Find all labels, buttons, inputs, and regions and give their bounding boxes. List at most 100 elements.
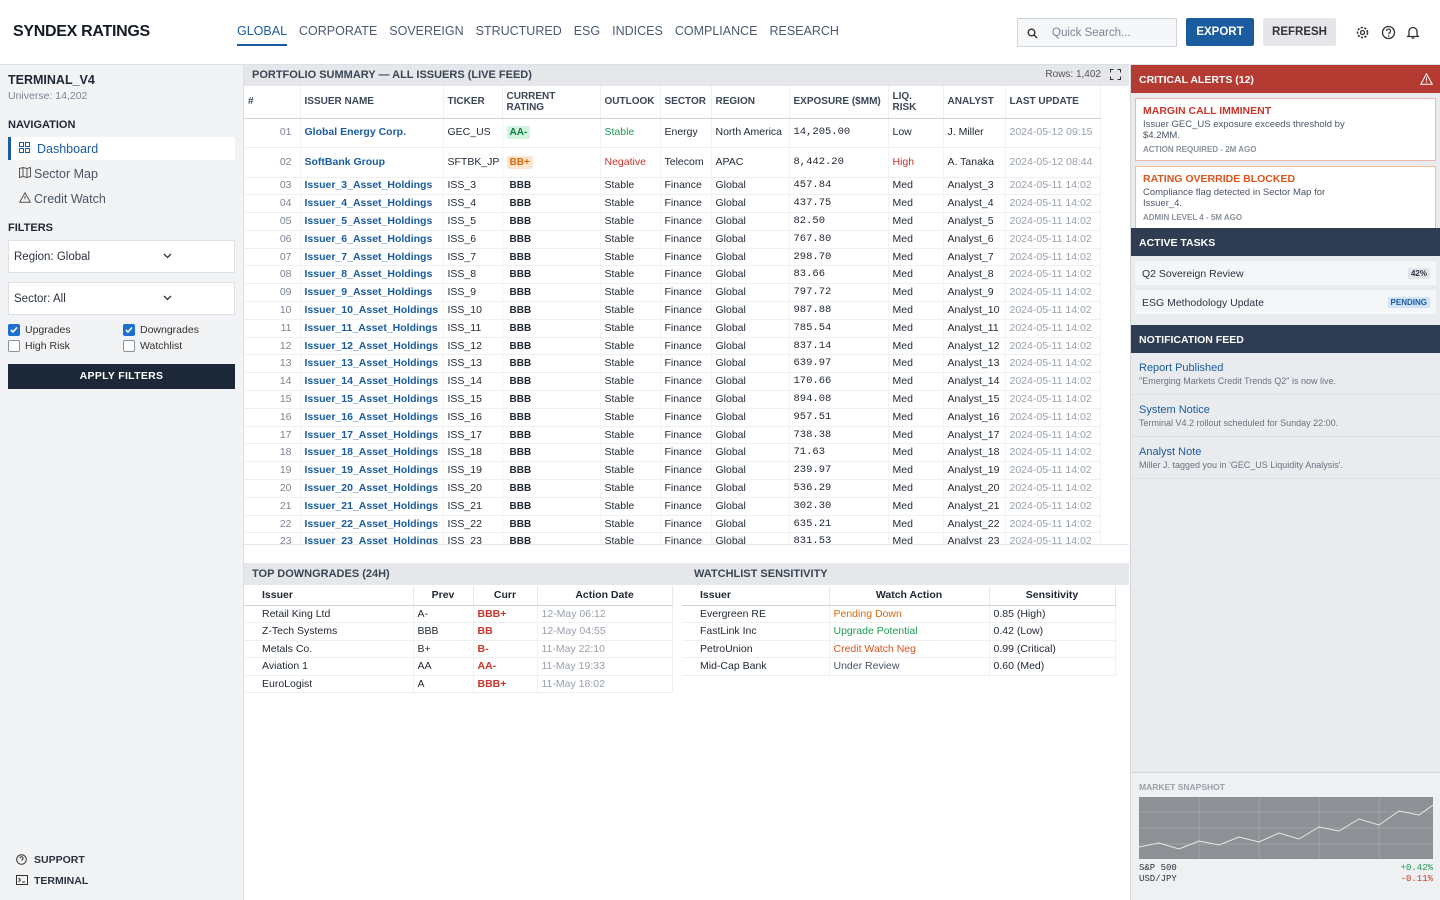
issuer-link[interactable]: Issuer_8_Asset_Holdings: [305, 268, 433, 280]
top-nav-item[interactable]: INDICES: [612, 24, 663, 46]
issuer-row[interactable]: 16Issuer_16_Asset_HoldingsISS_16BBBStabl…: [244, 408, 1100, 426]
issuer-row[interactable]: 22Issuer_22_Asset_HoldingsISS_22BBBStabl…: [244, 515, 1100, 533]
settings-icon[interactable]: [1355, 25, 1370, 40]
apply-filters-button[interactable]: APPLY FILTERS: [8, 364, 235, 389]
issuer-link[interactable]: Issuer_14_Asset_Holdings: [305, 375, 439, 387]
issuer-row[interactable]: 10Issuer_10_Asset_HoldingsISS_10BBBStabl…: [244, 302, 1100, 320]
column-header[interactable]: ANALYST: [943, 86, 1005, 118]
issuer-row[interactable]: 02SoftBank GroupSFTBK_JPBB+NegativeTelec…: [244, 147, 1100, 177]
row[interactable]: Mid-Cap BankUnder Review0.60 (Med): [682, 658, 1115, 676]
issuer-link[interactable]: Issuer_9_Asset_Holdings: [305, 286, 433, 298]
region-select[interactable]: Region: Global: [8, 240, 235, 273]
issuer-link[interactable]: Issuer_22_Asset_Holdings: [305, 518, 439, 530]
issuer-row[interactable]: 12Issuer_12_Asset_HoldingsISS_12BBBStabl…: [244, 337, 1100, 355]
issuer-row[interactable]: 13Issuer_13_Asset_HoldingsISS_13BBBStabl…: [244, 355, 1100, 373]
column-header[interactable]: SECTOR: [660, 86, 711, 118]
top-nav-item[interactable]: STRUCTURED: [476, 24, 562, 46]
issuer-row[interactable]: 07Issuer_7_Asset_HoldingsISS_7BBBStableF…: [244, 248, 1100, 266]
refresh-button[interactable]: REFRESH: [1263, 18, 1336, 46]
issuer-link[interactable]: Issuer_17_Asset_Holdings: [305, 429, 439, 441]
feed-item[interactable]: System NoticeTerminal V4.2 rollout sched…: [1131, 395, 1440, 437]
column-header[interactable]: OUTLOOK: [600, 86, 660, 118]
issuer-link[interactable]: Issuer_4_Asset_Holdings: [305, 197, 433, 209]
filter-checkbox[interactable]: Upgrades: [8, 323, 123, 336]
row[interactable]: Aviation 1AAAA-11-May 19:33: [244, 658, 672, 676]
column-header[interactable]: #: [244, 86, 300, 118]
issuer-link[interactable]: Issuer_13_Asset_Holdings: [305, 357, 439, 369]
issuer-link[interactable]: Issuer_5_Asset_Holdings: [305, 215, 433, 227]
issuer-row[interactable]: 21Issuer_21_Asset_HoldingsISS_21BBBStabl…: [244, 497, 1100, 515]
row[interactable]: Metals Co.B+B-11-May 22:10: [244, 640, 672, 658]
top-nav-item[interactable]: CORPORATE: [299, 24, 377, 46]
feed-item[interactable]: Report Published"Emerging Markets Credit…: [1131, 353, 1440, 395]
column-header[interactable]: REGION: [711, 86, 789, 118]
column-header[interactable]: LAST UPDATE: [1005, 86, 1100, 118]
column-header[interactable]: EXPOSURE ($MM): [789, 86, 888, 118]
issuer-link[interactable]: Issuer_12_Asset_Holdings: [305, 340, 439, 352]
issuer-link[interactable]: Issuer_16_Asset_Holdings: [305, 411, 439, 423]
filter-checkbox[interactable]: High Risk: [8, 339, 123, 352]
column-header[interactable]: CURRENT RATING: [502, 86, 600, 118]
top-nav-item[interactable]: COMPLIANCE: [675, 24, 758, 46]
column-header[interactable]: LIQ. RISK: [888, 86, 943, 118]
top-nav-item[interactable]: SOVEREIGN: [389, 24, 463, 46]
issuer-link[interactable]: SoftBank Group: [305, 156, 386, 168]
issuer-row[interactable]: 05Issuer_5_Asset_HoldingsISS_5BBBStableF…: [244, 213, 1100, 231]
column-header[interactable]: ISSUER NAME: [300, 86, 443, 118]
brand[interactable]: SYNDEX RATINGS: [13, 23, 150, 41]
search-input[interactable]: Quick Search...: [1017, 18, 1177, 47]
nav-item[interactable]: Sector Map: [8, 162, 235, 185]
issuer-link[interactable]: Issuer_21_Asset_Holdings: [305, 500, 439, 512]
row[interactable]: Z-Tech SystemsBBBBB12-May 04:55: [244, 623, 672, 641]
issuer-row[interactable]: 23Issuer_23_Asset_HoldingsISS_23BBBStabl…: [244, 533, 1100, 545]
issuer-row[interactable]: 15Issuer_15_Asset_HoldingsISS_15BBBStabl…: [244, 391, 1100, 409]
top-nav-item[interactable]: RESEARCH: [769, 24, 838, 46]
issuer-link[interactable]: Issuer_15_Asset_Holdings: [305, 393, 439, 405]
alert-card[interactable]: MARGIN CALL IMMINENTIssuer GEC_US exposu…: [1135, 98, 1436, 161]
issuer-row[interactable]: 01Global Energy Corp.GEC_USAA-StableEner…: [244, 118, 1100, 147]
issuer-link[interactable]: Issuer_10_Asset_Holdings: [305, 304, 439, 316]
issuer-link[interactable]: Issuer_19_Asset_Holdings: [305, 464, 439, 476]
nav-item[interactable]: Credit Watch: [8, 187, 235, 210]
row[interactable]: Evergreen REPending Down0.85 (High): [682, 605, 1115, 623]
issuer-row[interactable]: 19Issuer_19_Asset_HoldingsISS_19BBBStabl…: [244, 462, 1100, 480]
issuer-row[interactable]: 14Issuer_14_Asset_HoldingsISS_14BBBStabl…: [244, 373, 1100, 391]
issuer-row[interactable]: 11Issuer_11_Asset_HoldingsISS_11BBBStabl…: [244, 319, 1100, 337]
feed-item[interactable]: Analyst NoteMiller J. tagged you in 'GEC…: [1131, 437, 1440, 479]
issuer-link[interactable]: Issuer_20_Asset_Holdings: [305, 482, 439, 494]
export-button[interactable]: EXPORT: [1186, 18, 1254, 46]
issuer-row[interactable]: 17Issuer_17_Asset_HoldingsISS_17BBBStabl…: [244, 426, 1100, 444]
issuer-row[interactable]: 20Issuer_20_Asset_HoldingsISS_20BBBStabl…: [244, 480, 1100, 498]
sector-select[interactable]: Sector: All: [8, 282, 235, 315]
filter-checkbox[interactable]: Watchlist: [123, 339, 238, 352]
issuer-row[interactable]: 18Issuer_18_Asset_HoldingsISS_18BBBStabl…: [244, 444, 1100, 462]
issuer-row[interactable]: 03Issuer_3_Asset_HoldingsISS_3BBBStableF…: [244, 177, 1100, 195]
row[interactable]: Retail King LtdA-BBB+12-May 06:12: [244, 605, 672, 623]
issuer-link[interactable]: Issuer_18_Asset_Holdings: [305, 446, 439, 458]
notifications-icon[interactable]: [1406, 25, 1420, 40]
issuer-row[interactable]: 04Issuer_4_Asset_HoldingsISS_4BBBStableF…: [244, 195, 1100, 213]
issuer-link[interactable]: Issuer_3_Asset_Holdings: [305, 179, 433, 191]
task-row[interactable]: ESG Methodology UpdatePENDING: [1135, 290, 1436, 314]
issuer-link[interactable]: Issuer_23_Asset_Holdings: [305, 535, 439, 545]
issuer-link[interactable]: Global Energy Corp.: [305, 126, 407, 138]
issuer-row[interactable]: 08Issuer_8_Asset_HoldingsISS_8BBBStableF…: [244, 266, 1100, 284]
issuer-link[interactable]: Issuer_7_Asset_Holdings: [305, 251, 433, 263]
alert-card[interactable]: RATING OVERRIDE BLOCKEDCompliance flag d…: [1135, 166, 1436, 229]
column-header[interactable]: TICKER: [443, 86, 502, 118]
issuer-link[interactable]: Issuer_6_Asset_Holdings: [305, 233, 433, 245]
row[interactable]: FastLink IncUpgrade Potential0.42 (Low): [682, 623, 1115, 641]
task-row[interactable]: Q2 Sovereign Review42%: [1135, 261, 1436, 285]
filter-checkbox[interactable]: Downgrades: [123, 323, 238, 336]
issuer-row[interactable]: 06Issuer_6_Asset_HoldingsISS_6BBBStableF…: [244, 230, 1100, 248]
help-icon[interactable]: [1381, 25, 1396, 40]
terminal-link[interactable]: TERMINAL: [16, 875, 88, 887]
issuer-link[interactable]: Issuer_11_Asset_Holdings: [305, 322, 438, 334]
top-nav-item[interactable]: GLOBAL: [237, 24, 287, 46]
top-nav-item[interactable]: ESG: [574, 24, 600, 46]
row[interactable]: EuroLogistABBB+11-May 18:02: [244, 675, 672, 693]
expand-icon[interactable]: [1110, 69, 1121, 80]
support-link[interactable]: SUPPORT: [16, 854, 85, 866]
row[interactable]: PetroUnionCredit Watch Neg0.99 (Critical…: [682, 640, 1115, 658]
nav-item[interactable]: Dashboard: [8, 137, 235, 160]
